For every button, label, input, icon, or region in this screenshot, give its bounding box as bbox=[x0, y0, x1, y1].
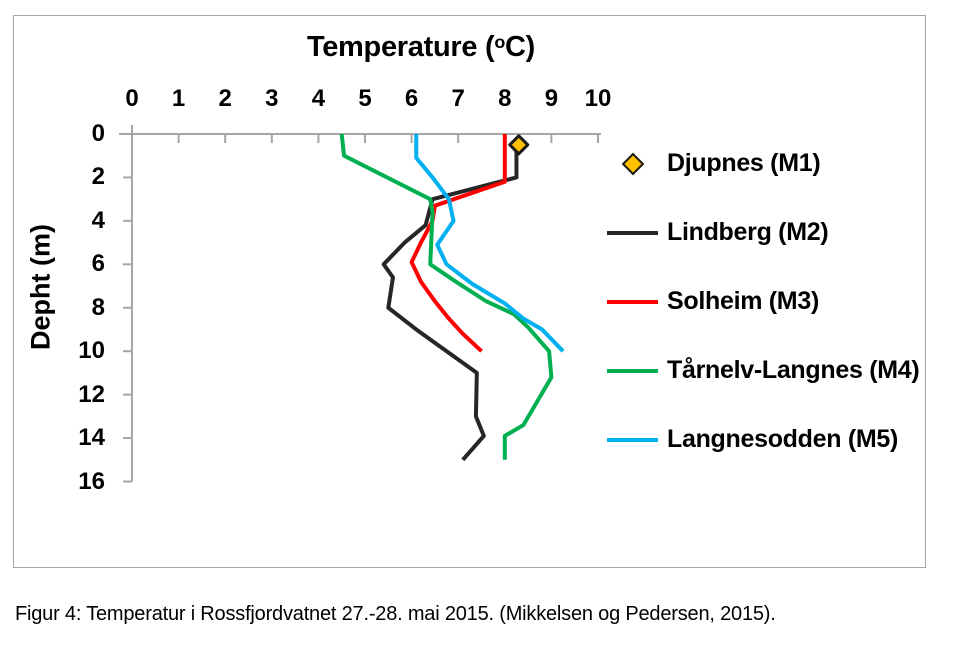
y-tick-label: 16 bbox=[78, 467, 105, 495]
legend-line-sample bbox=[607, 299, 658, 304]
y-tick-label: 12 bbox=[78, 380, 105, 408]
line-sample-icon bbox=[607, 437, 658, 442]
legend-label: Tårnelv-Langnes (M4) bbox=[667, 356, 920, 384]
legend-label: Djupnes (M1) bbox=[667, 149, 821, 177]
y-tick-label: 0 bbox=[91, 120, 105, 147]
series-line-solheim-m3 bbox=[409, 134, 507, 353]
series-line-lindberg-m2 bbox=[381, 144, 519, 462]
y-tick-label: 4 bbox=[91, 206, 105, 234]
series-line-t-rnelv-langnes-m4 bbox=[339, 133, 554, 460]
legend-label: Lindberg (M2) bbox=[667, 218, 829, 246]
legend-entry-djupnes-m1: Djupnes (M1) bbox=[607, 129, 919, 198]
legend-diamond-icon bbox=[607, 152, 658, 175]
legend-entry-solheim-m3: Solheim (M3) bbox=[607, 267, 919, 336]
x-tick-label: 1 bbox=[171, 85, 186, 112]
y-tick-label: 6 bbox=[91, 250, 105, 278]
line-sample-icon bbox=[607, 368, 658, 373]
x-tick-label: 9 bbox=[544, 85, 559, 112]
y-tick-label: 14 bbox=[78, 424, 105, 452]
marker-diamond-djupnes-m1 bbox=[508, 134, 530, 156]
chart-title: Temperature (oC) bbox=[221, 31, 621, 64]
y-tick-label: 2 bbox=[91, 163, 105, 191]
legend-line-sample bbox=[607, 368, 658, 373]
legend-line-sample bbox=[607, 437, 658, 442]
x-tick-label: 10 bbox=[584, 85, 612, 112]
chart-title-prefix: Temperature ( bbox=[306, 31, 495, 63]
y-tick-label: 10 bbox=[78, 337, 105, 365]
chart-legend: Djupnes (M1) Lindberg (M2) Solheim (M3) Tår… bbox=[607, 129, 920, 474]
x-tick-label: 6 bbox=[404, 85, 419, 112]
x-tick-label: 4 bbox=[311, 85, 326, 112]
series-line-langnesodden-m5 bbox=[414, 134, 565, 353]
legend-label: Langnesodden (M5) bbox=[667, 425, 899, 453]
legend-entry-t-rnelv-langnes-m4: Tårnelv-Langnes (M4) bbox=[607, 336, 920, 405]
legend-entry-langnesodden-m5: Langnesodden (M5) bbox=[607, 405, 919, 474]
x-tick-label: 0 bbox=[125, 85, 139, 112]
chart-title-suffix: C) bbox=[505, 31, 536, 63]
x-tick-label: 2 bbox=[218, 85, 232, 112]
legend-label: Solheim (M3) bbox=[667, 287, 819, 315]
legend-line-sample bbox=[607, 230, 658, 235]
figure-caption: Figur 4: Temperatur i Rossfjordvatnet 27… bbox=[15, 603, 776, 625]
y-axis-title: Depht (m) bbox=[25, 224, 56, 350]
legend-entry-lindberg-m2: Lindberg (M2) bbox=[607, 198, 919, 267]
line-sample-icon bbox=[607, 299, 658, 304]
x-tick-label: 7 bbox=[451, 85, 465, 112]
diamond-marker-icon bbox=[621, 152, 644, 175]
x-tick-label: 3 bbox=[265, 85, 279, 112]
x-tick-label: 5 bbox=[358, 85, 372, 112]
chart-title-degree-sup: o bbox=[494, 31, 505, 52]
y-tick-label: 8 bbox=[91, 293, 105, 321]
x-tick-label: 8 bbox=[498, 85, 512, 112]
line-sample-icon bbox=[607, 230, 658, 235]
